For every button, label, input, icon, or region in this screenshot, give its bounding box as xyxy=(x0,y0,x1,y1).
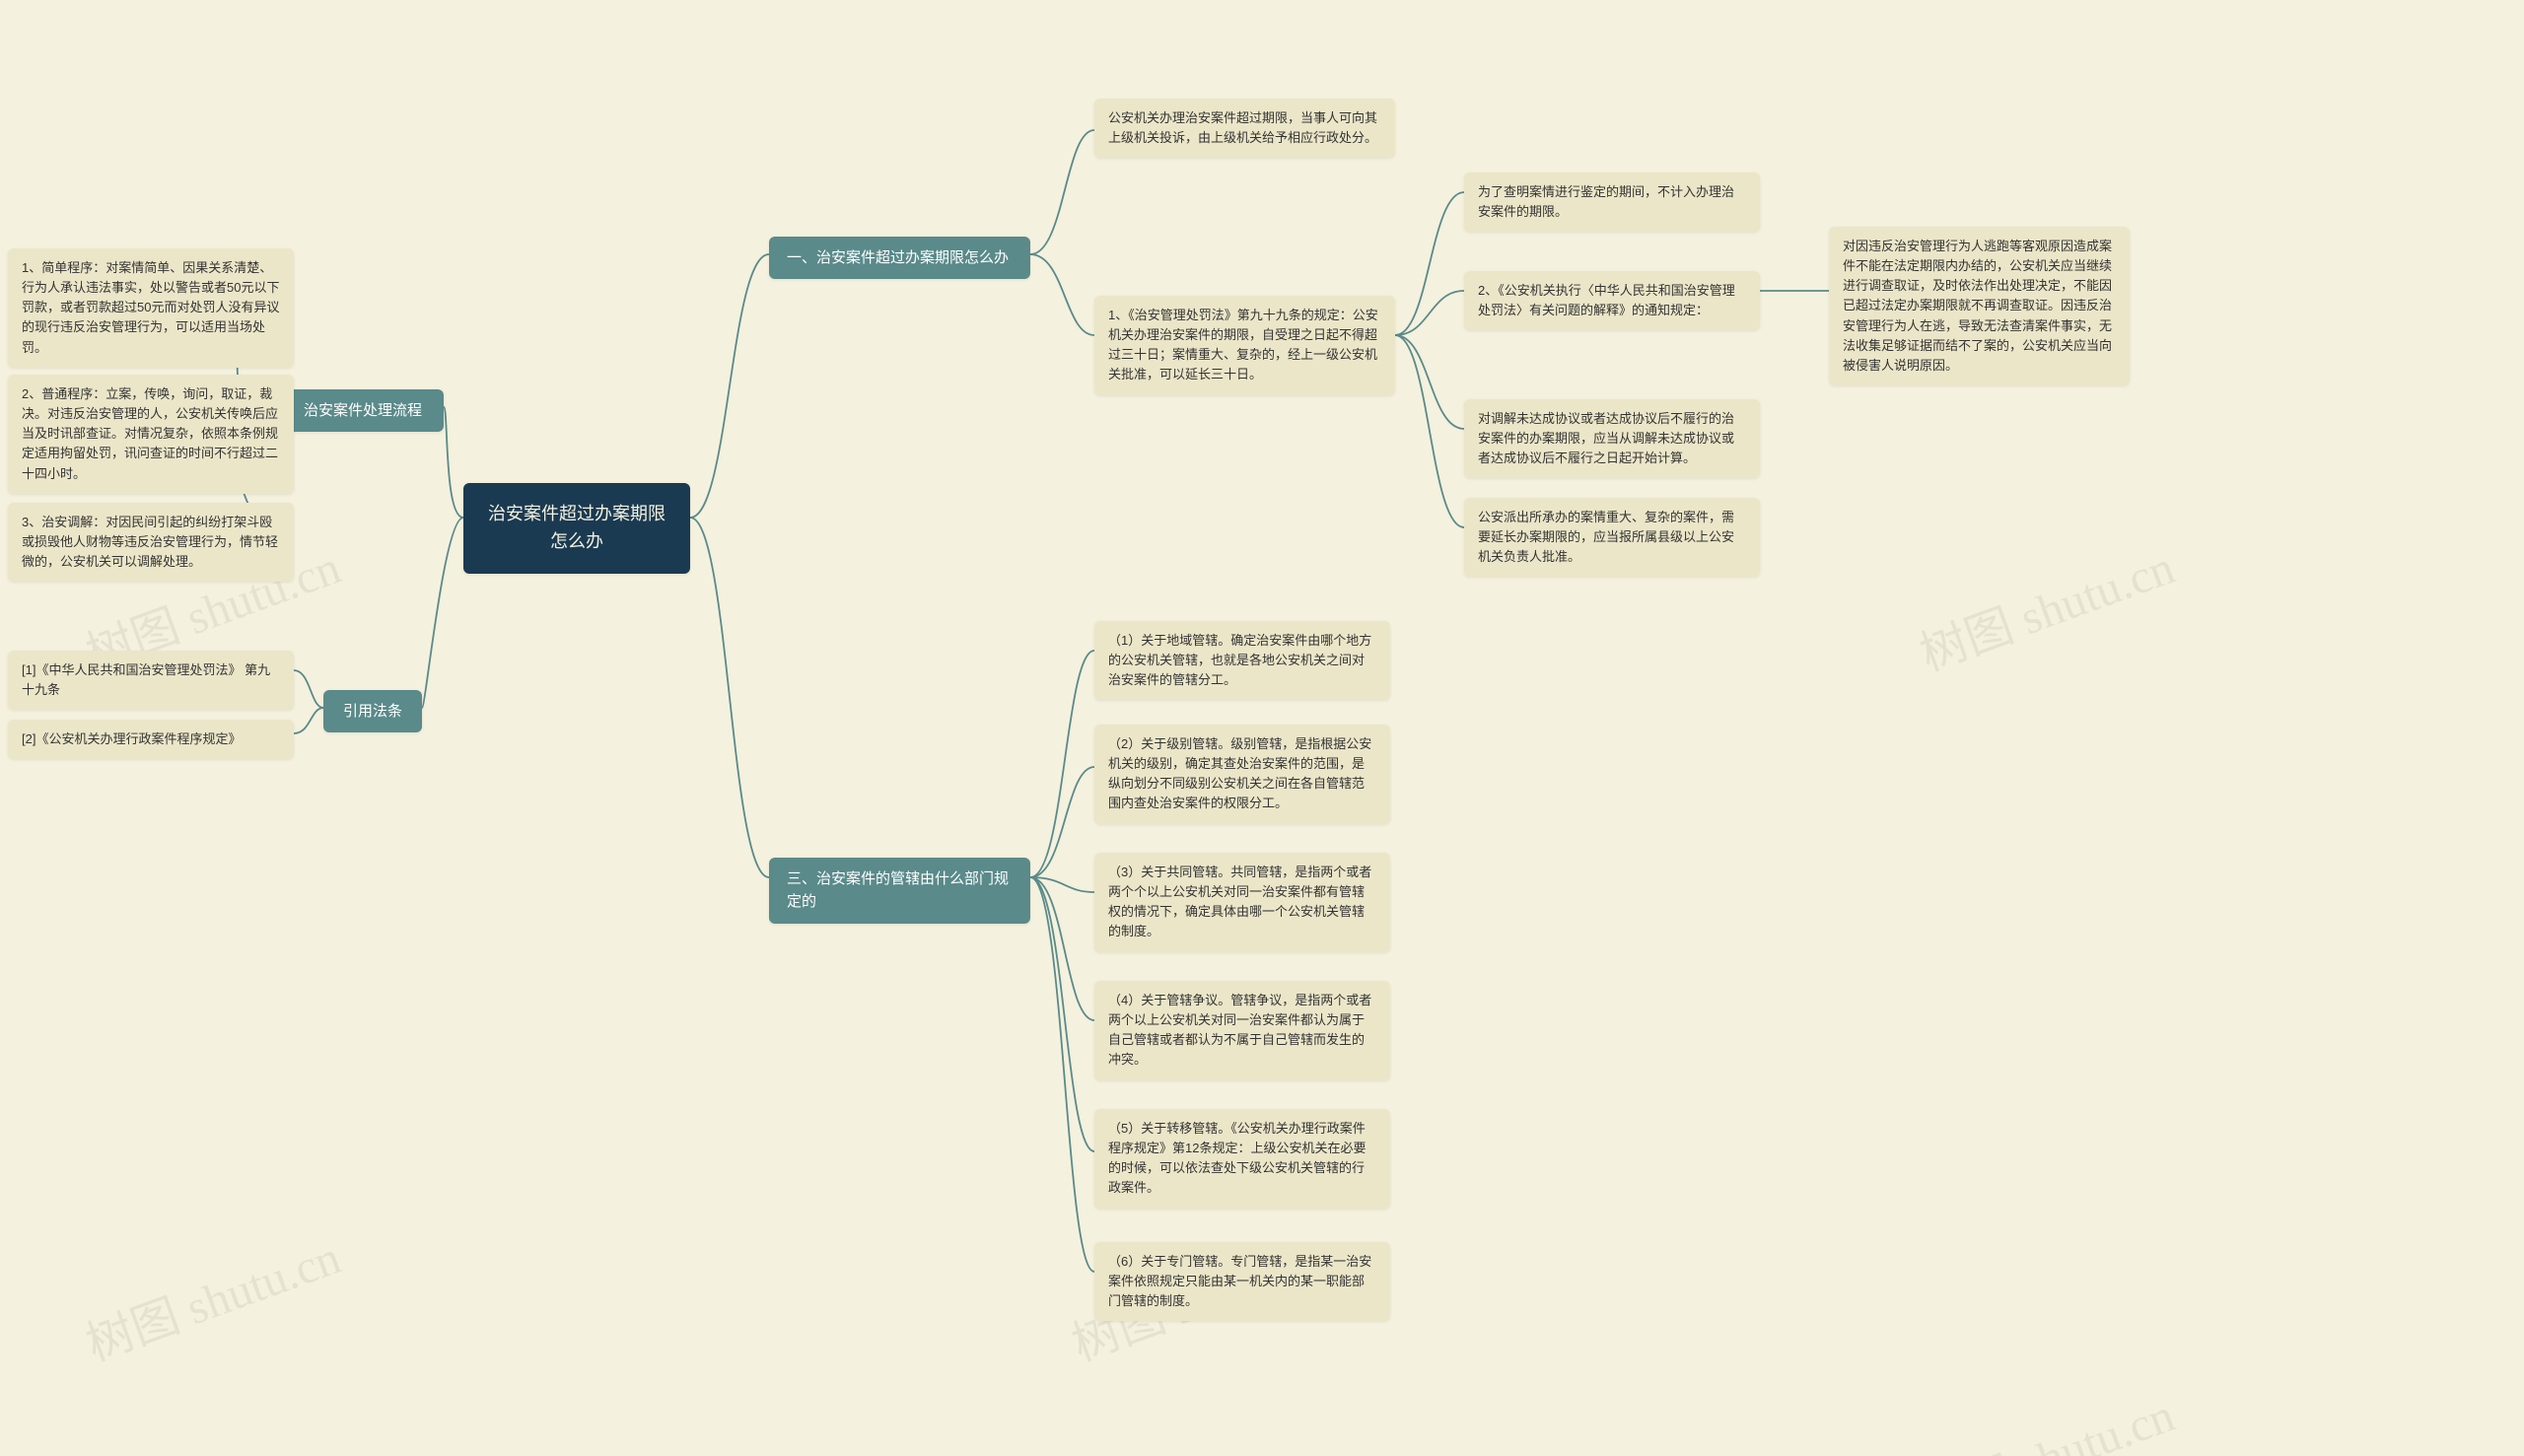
leaf-three-2[interactable]: （2）关于级别管辖。级别管辖，是指根据公安机关的级别，确定其查处治安案件的范围，… xyxy=(1094,725,1390,824)
branch-ref[interactable]: 引用法条 xyxy=(323,690,422,732)
leaf-three-6[interactable]: （6）关于专门管辖。专门管辖，是指某一治安案件依照规定只能由某一机关内的某一职能… xyxy=(1094,1242,1390,1321)
leaf-three-5[interactable]: （5）关于转移管辖。《公安机关办理行政案件程序规定》第12条规定：上级公安机关在… xyxy=(1094,1109,1390,1209)
leaf-one-b-4[interactable]: 公安派出所承办的案情重大、复杂的案件，需要延长办案期限的，应当报所属县级以上公安… xyxy=(1464,498,1760,577)
leaf-ref-2[interactable]: [2]《公安机关办理行政案件程序规定》 xyxy=(8,720,294,759)
leaf-one-b-2-a[interactable]: 对因违反治安管理行为人逃跑等客观原因造成案件不能在法定期限内办结的，公安机关应当… xyxy=(1829,227,2130,385)
watermark: 树图 shutu.cn xyxy=(75,1218,348,1374)
branch-one[interactable]: 一、治安案件超过办案期限怎么办 xyxy=(769,237,1030,279)
leaf-one-b-1[interactable]: 为了查明案情进行鉴定的期间，不计入办理治安案件的期限。 xyxy=(1464,173,1760,232)
leaf-one-b[interactable]: 1、《治安管理处罚法》第九十九条的规定：公安机关办理治安案件的期限，自受理之日起… xyxy=(1094,296,1395,395)
watermark: 树图 shutu.cn xyxy=(1909,528,2182,684)
root-node[interactable]: 治安案件超过办案期限怎么办 xyxy=(463,483,690,574)
watermark: 树图 shutu.cn xyxy=(1909,1376,2182,1456)
branch-three[interactable]: 三、治安案件的管辖由什么部门规定的 xyxy=(769,858,1030,924)
leaf-one-a[interactable]: 公安机关办理治安案件超过期限，当事人可向其上级机关投诉，由上级机关给予相应行政处… xyxy=(1094,99,1395,158)
leaf-two-3[interactable]: 3、治安调解：对因民间引起的纠纷打架斗殴或损毁他人财物等违反治安管理行为，情节轻… xyxy=(8,503,294,582)
leaf-three-3[interactable]: （3）关于共同管辖。共同管辖，是指两个或者两个个以上公安机关对同一治安案件都有管… xyxy=(1094,853,1390,952)
leaf-ref-1[interactable]: [1]《中华人民共和国治安管理处罚法》 第九十九条 xyxy=(8,651,294,710)
leaf-two-2[interactable]: 2、普通程序：立案，传唤，询问，取证，裁决。对违反治安管理的人，公安机关传唤后应… xyxy=(8,375,294,494)
leaf-two-1[interactable]: 1、简单程序：对案情简单、因果关系清楚、行为人承认违法事实，处以警告或者50元以… xyxy=(8,248,294,368)
leaf-three-1[interactable]: （1）关于地域管辖。确定治安案件由哪个地方的公安机关管辖，也就是各地公安机关之间… xyxy=(1094,621,1390,700)
leaf-three-4[interactable]: （4）关于管辖争议。管辖争议，是指两个或者两个以上公安机关对同一治安案件都认为属… xyxy=(1094,981,1390,1080)
leaf-one-b-2[interactable]: 2、《公安机关执行〈中华人民共和国治安管理处罚法〉有关问题的解释》的通知规定： xyxy=(1464,271,1760,330)
leaf-one-b-3[interactable]: 对调解未达成协议或者达成协议后不履行的治安案件的办案期限，应当从调解未达成协议或… xyxy=(1464,399,1760,478)
